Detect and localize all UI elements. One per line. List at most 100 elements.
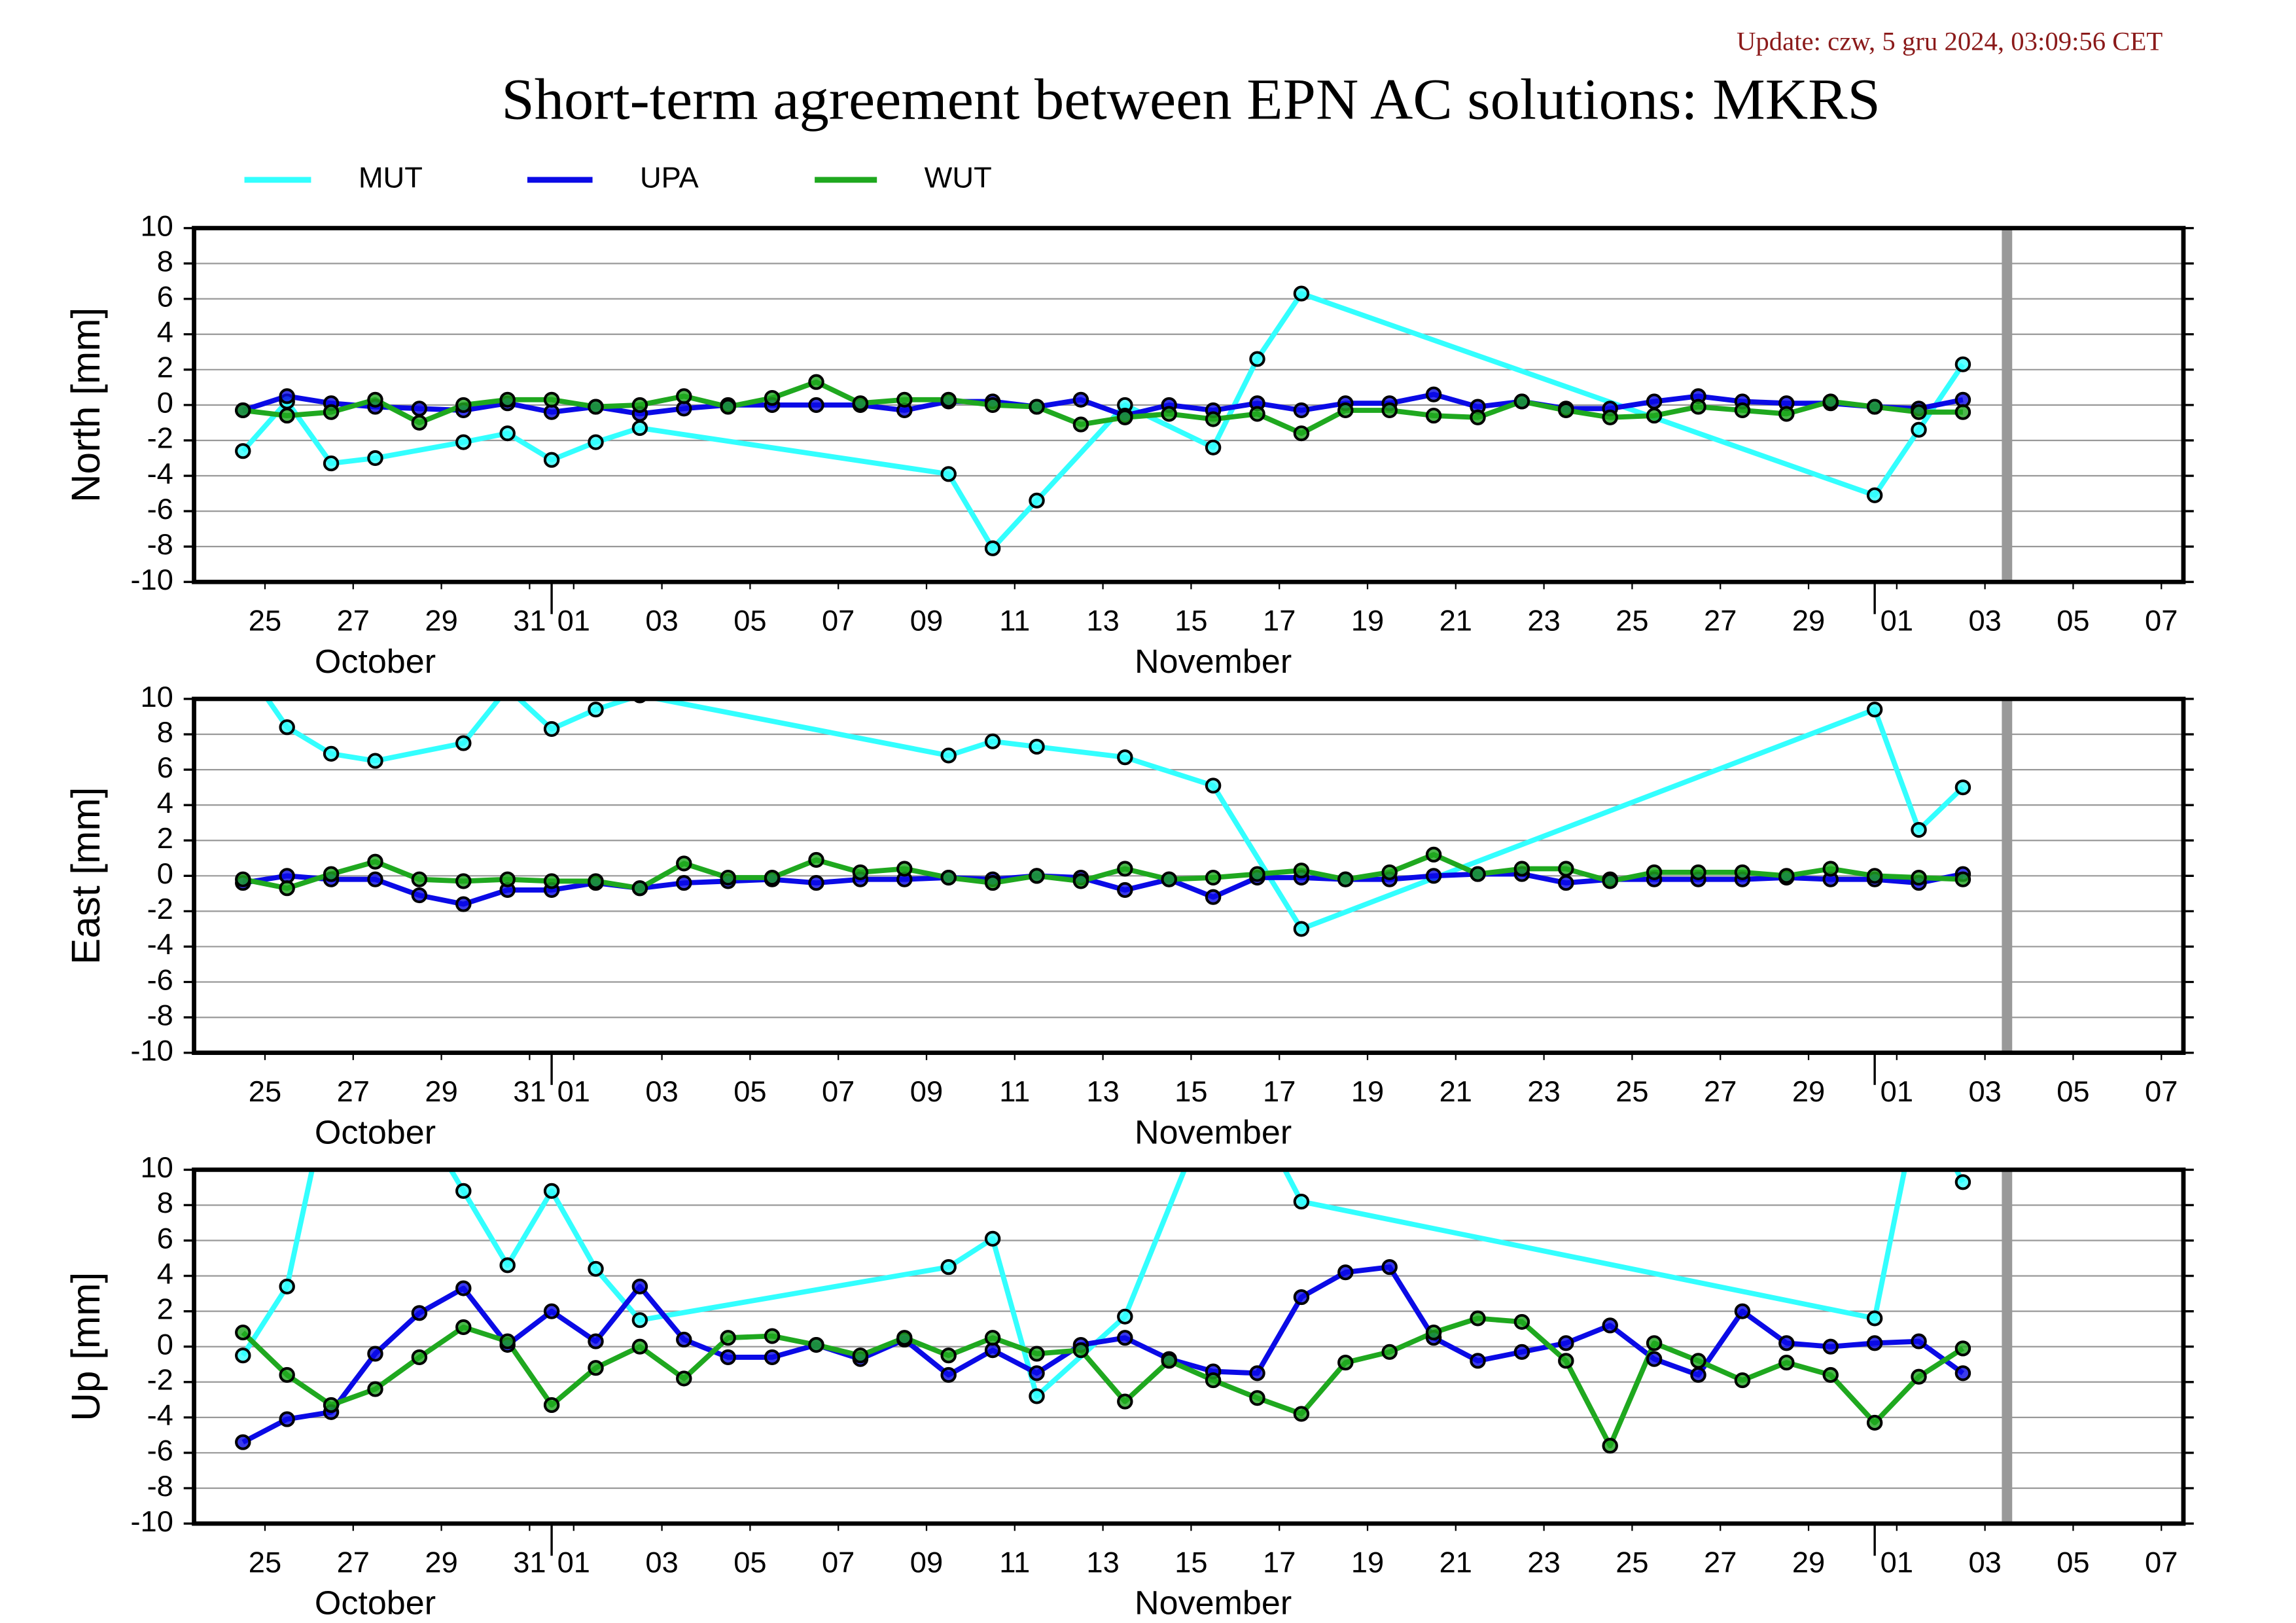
data-point [1513, 393, 1530, 410]
data-point [852, 864, 869, 880]
data-point [1425, 1325, 1442, 1341]
x-tick-label: 19 [1351, 1075, 1384, 1108]
y-tick-label: -8 [147, 1469, 173, 1503]
data-point [1778, 1354, 1795, 1371]
month-label: October [315, 1113, 436, 1151]
data-point [411, 887, 428, 904]
data-point [455, 434, 472, 450]
y-tick-label: 8 [157, 245, 173, 278]
x-tick-label: 15 [1174, 1546, 1207, 1579]
data-point [720, 869, 736, 886]
data-point [499, 871, 516, 887]
x-tick-label: 31 [513, 1546, 546, 1579]
data-point [1646, 393, 1663, 410]
data-point [1029, 1365, 1045, 1382]
data-point [1954, 356, 1971, 372]
data-point [852, 395, 869, 412]
data-point [455, 896, 472, 912]
y-tick-label: -4 [147, 1399, 173, 1432]
month-label: October [315, 1584, 436, 1622]
y-tick-label: 6 [157, 280, 173, 313]
data-point [455, 1280, 472, 1296]
x-tick-label: 17 [1263, 604, 1296, 637]
data-point [1911, 421, 1927, 438]
x-tick-label: 05 [2057, 1546, 2089, 1579]
series-line [241, 1315, 1965, 1449]
data-point [279, 388, 295, 404]
data-point [279, 1411, 295, 1427]
data-point [455, 397, 472, 413]
data-point [1734, 1303, 1751, 1319]
x-tick-label: 29 [1792, 1546, 1825, 1579]
data-point [764, 869, 781, 886]
data-point [896, 861, 913, 877]
x-tick-label: 31 [513, 1075, 546, 1108]
data-point [1911, 1333, 1927, 1349]
plot-area [235, 1169, 1971, 1454]
y-tick-label: -4 [147, 928, 173, 961]
data-point [1425, 408, 1442, 424]
data-point [411, 414, 428, 431]
x-tick-label: 21 [1439, 1075, 1472, 1108]
data-point [1205, 869, 1222, 886]
data-point [1558, 1335, 1574, 1351]
x-tick-label: 01 [1881, 604, 1913, 637]
data-point [588, 702, 604, 718]
data-point [543, 1303, 560, 1319]
plot-frame [192, 226, 2186, 584]
data-point [1072, 416, 1089, 433]
data-point [940, 1259, 957, 1275]
x-tick-label: 25 [249, 1546, 281, 1579]
data-point [411, 401, 428, 417]
data-point [676, 1331, 692, 1347]
data-point [676, 1370, 692, 1387]
data-point [984, 540, 1001, 556]
y-tick-label: -6 [147, 1434, 173, 1467]
data-point [1161, 871, 1177, 887]
data-point [1822, 1338, 1839, 1355]
legend-label: MUT [359, 161, 423, 194]
data-point [1690, 399, 1706, 415]
x-tick-label: 21 [1439, 1546, 1472, 1579]
data-point [940, 391, 957, 408]
data-point [1911, 869, 1927, 886]
data-point [367, 871, 383, 887]
data-point [1249, 866, 1265, 882]
data-point [676, 875, 692, 891]
plot-frame [192, 696, 2186, 1055]
x-tick-label: 09 [910, 604, 943, 637]
data-point [588, 1260, 604, 1277]
data-point [720, 1330, 736, 1346]
data-point [676, 388, 692, 404]
data-point [543, 391, 560, 408]
data-point [455, 735, 472, 751]
data-point [940, 747, 957, 764]
data-point [411, 1349, 428, 1366]
data-point [1293, 1193, 1310, 1210]
data-point [1381, 1259, 1398, 1275]
data-point [1293, 921, 1310, 937]
data-point [588, 434, 604, 450]
data-point [1690, 864, 1706, 880]
data-point [279, 1278, 295, 1294]
y-tick-label: -4 [147, 457, 173, 490]
data-point [1954, 779, 1971, 796]
data-point [1337, 1264, 1354, 1281]
series-line [242, 391, 1964, 419]
x-tick-label: 05 [2057, 1075, 2089, 1108]
data-point [1866, 1335, 1883, 1351]
data-point [1602, 873, 1618, 889]
x-tick-label: 01 [557, 1075, 590, 1108]
x-tick-label: 25 [1616, 604, 1648, 637]
data-point [501, 682, 514, 695]
data-point [543, 1183, 560, 1199]
data-point [1337, 871, 1354, 887]
data-point [1558, 861, 1574, 877]
x-tick-label: 11 [999, 1075, 1030, 1108]
x-tick-label: 21 [1439, 604, 1472, 637]
data-point [1778, 406, 1795, 422]
x-tick-label: 05 [2057, 604, 2089, 637]
data-point [1690, 1353, 1706, 1369]
y-tick-label: -10 [130, 563, 173, 596]
data-point [984, 1230, 1001, 1247]
